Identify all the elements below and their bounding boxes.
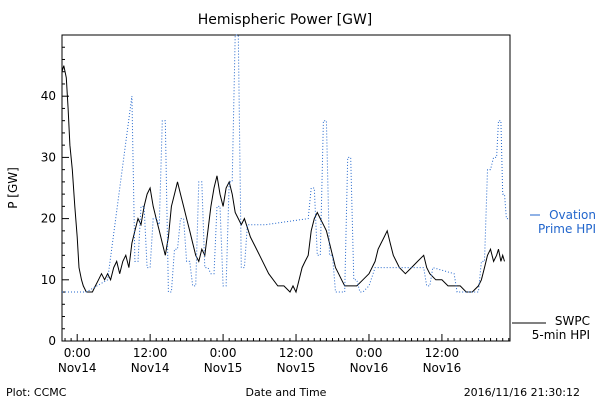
legend: Ovation Prime HPI SWPC 5-min HPI xyxy=(512,208,596,342)
x-tick-date-label: Nov16 xyxy=(350,361,389,375)
legend-swpc-line2: 5-min HPI xyxy=(532,328,590,342)
y-tick-label: 20 xyxy=(41,212,56,226)
x-tick-date-label: Nov15 xyxy=(277,361,316,375)
series-swpc-line xyxy=(61,65,505,294)
x-tick-time-label: 0:00 xyxy=(64,346,91,360)
x-tick-date-label: Nov15 xyxy=(204,361,243,375)
series-ovation-line xyxy=(62,34,509,293)
y-axis: 0 10 20 30 40 xyxy=(41,46,69,348)
chart-title: Hemispheric Power [GW] xyxy=(198,12,373,28)
x-tick-date-label: Nov14 xyxy=(131,361,170,375)
x-tick-time-label: 12:00 xyxy=(133,346,168,360)
legend-ovation: Ovation Prime HPI xyxy=(530,208,596,236)
x-tick-date-label: Nov14 xyxy=(58,361,97,375)
series-layer xyxy=(61,34,509,294)
y-tick-label: 0 xyxy=(48,334,56,348)
x-tick-time-label: 0:00 xyxy=(210,346,237,360)
y-axis-label: P [GW] xyxy=(6,167,20,209)
plot-area xyxy=(61,34,511,342)
x-tick-time-label: 12:00 xyxy=(279,346,314,360)
y-tick-label: 40 xyxy=(41,89,56,103)
y-tick-label: 10 xyxy=(41,273,56,287)
footer-plot-source: Plot: CCMC xyxy=(6,386,67,399)
x-tick-time-label: 0:00 xyxy=(355,346,382,360)
x-axis: 0:00Nov1412:00Nov140:00Nov1512:00Nov150:… xyxy=(58,334,510,375)
x-tick-date-label: Nov16 xyxy=(423,361,462,375)
y-tick-label: 30 xyxy=(41,150,56,164)
plot-frame xyxy=(61,34,511,342)
legend-swpc: SWPC 5-min HPI xyxy=(512,314,590,342)
legend-ovation-line1: Ovation xyxy=(549,208,596,222)
legend-ovation-line2: Prime HPI xyxy=(538,222,596,236)
x-axis-label: Date and Time xyxy=(246,386,327,399)
legend-swpc-line1: SWPC xyxy=(555,314,590,328)
footer-timestamp: 2016/11/16 21:30:12 xyxy=(464,386,580,399)
x-tick-time-label: 12:00 xyxy=(425,346,460,360)
